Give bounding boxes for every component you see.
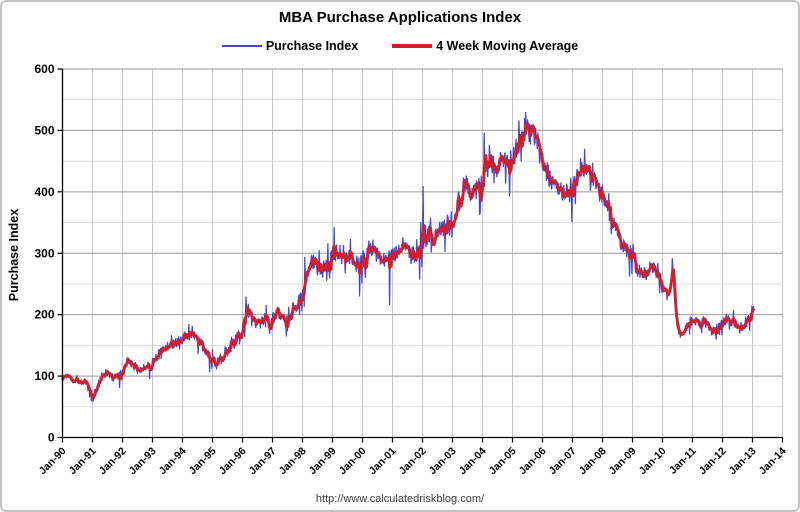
purchase-index-line-swatch [221,45,262,47]
x-tick-label: Jan-96 [217,445,249,477]
x-tick-label: Jan-01 [367,445,399,477]
x-tick-label: Jan-95 [187,445,219,477]
y-tick-label: 400 [34,185,54,199]
x-tick-label: Jan-13 [727,445,759,477]
x-tick-label: Jan-09 [607,445,639,477]
x-tick-label: Jan-08 [577,445,609,477]
x-tick-label: Jan-04 [457,445,489,477]
y-axis-title: Purchase Index [7,209,21,301]
x-tick-label: Jan-11 [667,445,699,477]
x-tick-label: Jan-91 [67,445,99,477]
x-tick-label: Jan-12 [697,445,729,477]
legend-item-moving-average: 4 Week Moving Average [392,39,578,53]
moving-average-line-swatch [392,44,433,48]
x-tick-label: Jan-07 [547,445,579,477]
chart-title: MBA Purchase Applications Index [278,9,522,26]
x-tick-label: Jan-14 [757,445,789,477]
x-tick-label: Jan-92 [97,445,129,477]
y-tick-label: 0 [48,431,55,445]
x-tick-label: Jan-03 [427,445,459,477]
moving-average-line [61,122,756,401]
x-tick-label: Jan-93 [127,445,159,477]
purchase-index-line [61,111,755,402]
y-axis-ticks-and-labels: 0 100 200 300 400 500 600 [34,62,63,445]
x-tick-label: Jan-94 [157,445,189,477]
y-tick-label: 600 [34,62,54,76]
x-tick-label: Jan-90 [37,445,69,477]
y-tick-label: 300 [34,246,54,260]
legend-label-moving-average: 4 Week Moving Average [436,39,579,53]
x-tick-label: Jan-05 [487,445,519,477]
source-url: http://www.calculatedriskblog.com/ [315,493,485,505]
x-tick-label: Jan-10 [637,445,669,477]
x-tick-label: Jan-06 [517,445,549,477]
y-tick-label: 500 [34,123,54,137]
x-tick-label: Jan-00 [337,445,369,477]
y-tick-label: 200 [34,308,54,322]
x-tick-label: Jan-97 [247,445,279,477]
x-tick-label: Jan-98 [277,445,309,477]
legend: Purchase Index 4 Week Moving Average [2,39,798,53]
x-tick-label: Jan-99 [307,445,339,477]
x-axis-ticks-and-labels: Jan-90Jan-91Jan-92Jan-93Jan-94Jan-95Jan-… [37,437,789,477]
x-tick-label: Jan-02 [397,445,429,477]
y-tick-label: 100 [34,369,54,383]
legend-item-purchase-index: Purchase Index [221,39,359,53]
legend-label-purchase-index: Purchase Index [265,39,359,53]
